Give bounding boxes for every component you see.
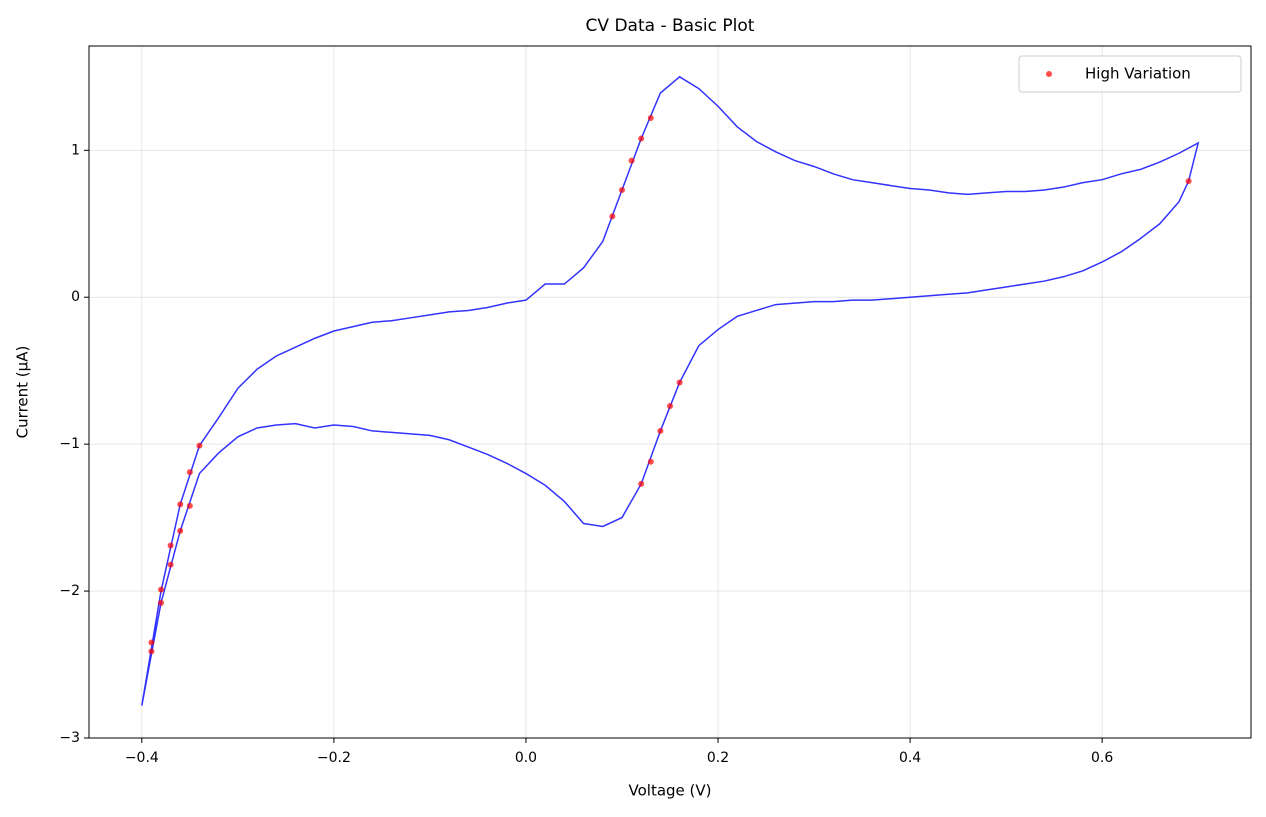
plot-frame <box>88 45 1252 739</box>
x-tick-label: −0.4 <box>125 750 159 766</box>
y-tick-label: 1 <box>71 142 80 158</box>
y-tick-label: −1 <box>59 436 80 452</box>
legend-marker <box>1046 71 1052 77</box>
x-tick-label: 0.2 <box>707 750 729 766</box>
data-point <box>158 599 165 606</box>
data-point <box>667 402 673 409</box>
legend-box <box>1018 55 1242 93</box>
data-point <box>638 135 645 142</box>
data-point <box>167 561 174 568</box>
data-point <box>177 527 184 534</box>
data-point <box>177 501 184 508</box>
data-point <box>676 379 683 386</box>
data-line <box>141 75 1200 706</box>
data-point <box>148 639 155 646</box>
chart-title: CV Data - Basic Plot <box>586 16 755 36</box>
data-point <box>638 480 645 487</box>
data-point <box>167 542 174 549</box>
data-point <box>647 458 654 465</box>
data-point <box>618 186 625 193</box>
data-point <box>196 442 203 449</box>
data-point <box>158 586 165 593</box>
y-tick-label: 0 <box>71 289 80 305</box>
y-tick-label: −2 <box>59 583 80 599</box>
data-point <box>186 469 193 476</box>
x-tick-label: −0.2 <box>317 750 351 766</box>
legend-label: High Variation <box>1085 65 1191 83</box>
x-tick-label: 0.4 <box>899 750 921 766</box>
data-point <box>186 502 193 509</box>
data-point <box>609 213 616 220</box>
data-point <box>1185 178 1192 185</box>
data-point <box>657 427 664 434</box>
y-tick-label: −3 <box>59 730 80 746</box>
y-axis-label: Current (μA) <box>14 346 32 439</box>
x-axis-label: Voltage (V) <box>629 782 712 800</box>
x-tick-label: 0.0 <box>515 750 537 766</box>
data-point <box>647 114 654 121</box>
data-point <box>628 157 635 164</box>
data-point <box>148 648 155 655</box>
x-tick-label: 0.6 <box>1091 750 1113 766</box>
